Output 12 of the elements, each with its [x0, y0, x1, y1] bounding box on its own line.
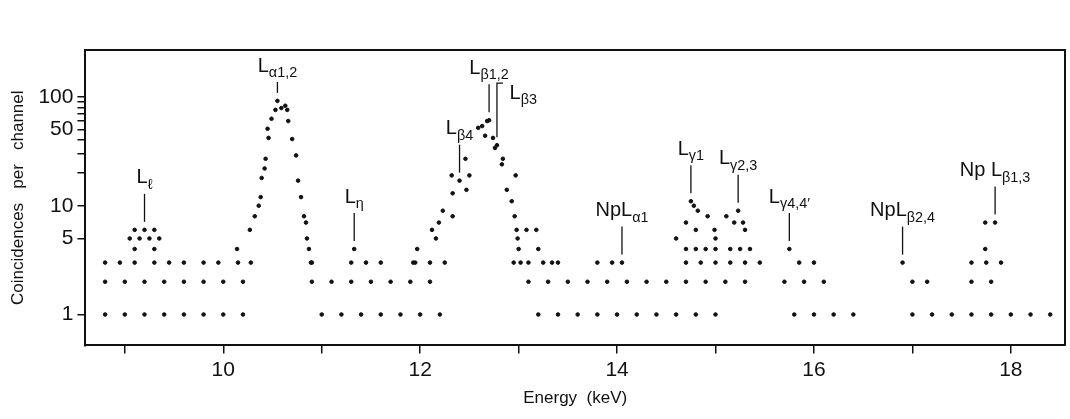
x-axis-title: Energy (keV) [523, 388, 628, 408]
y-axis-title: Coincidences per channel [7, 90, 27, 305]
y-tick-label: 10 [50, 192, 74, 216]
x-tick-label: 12 [408, 356, 432, 380]
x-tick-label: 18 [999, 356, 1023, 380]
y-tick-label: 5 [61, 225, 74, 249]
y-tick-label: 100 [38, 83, 74, 107]
x-tick-label: 14 [605, 356, 630, 380]
y-tick-label: 1 [61, 301, 74, 325]
x-tick-label: 10 [211, 356, 235, 380]
y-tick-label: 50 [50, 116, 74, 140]
x-tick-label: 16 [802, 356, 826, 380]
